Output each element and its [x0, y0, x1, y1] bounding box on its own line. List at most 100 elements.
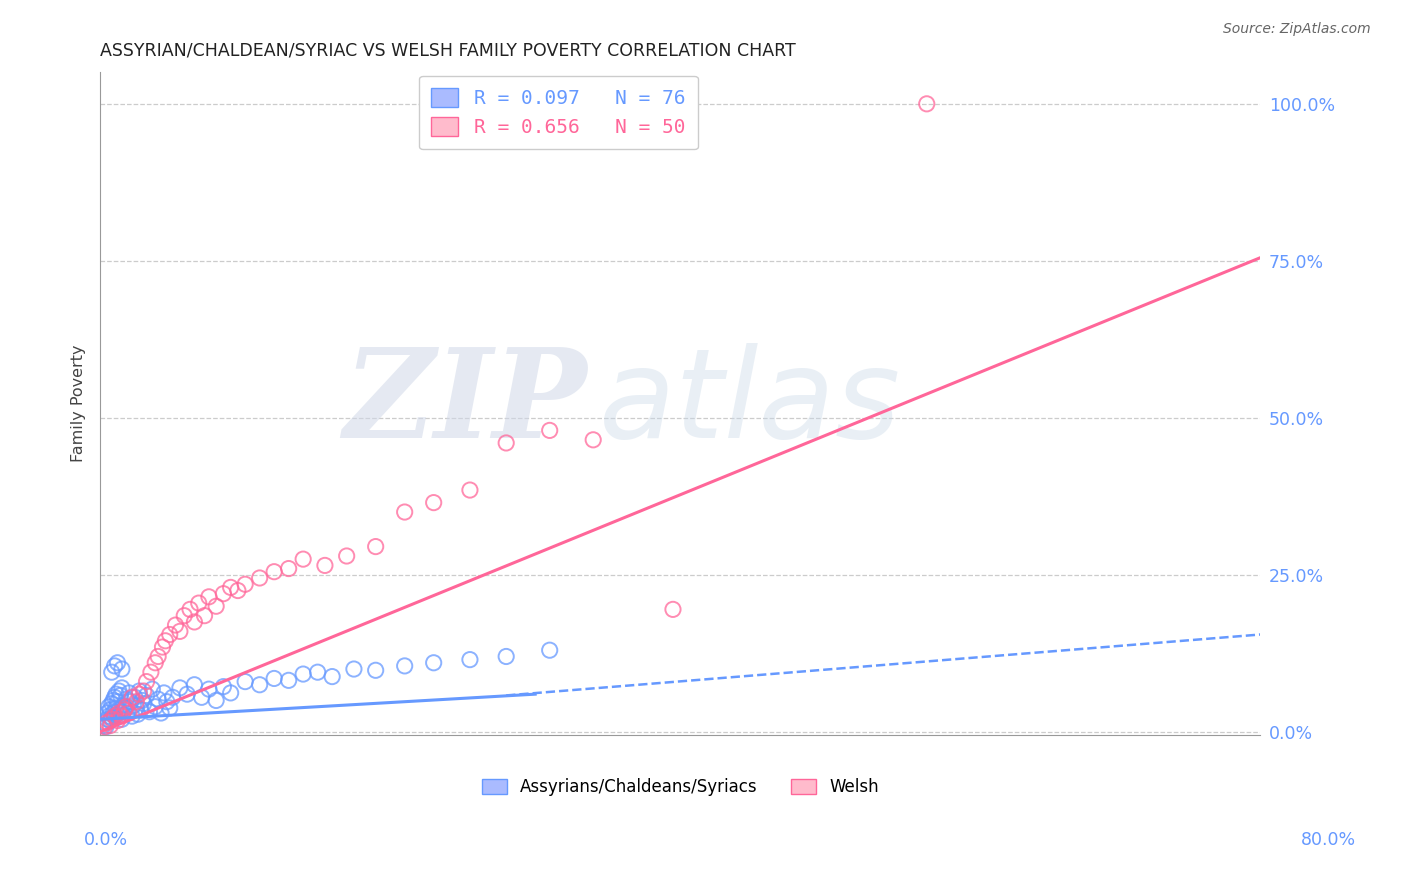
- Point: [122, 698, 145, 713]
- Point: [97, 709, 120, 723]
- Point: [101, 706, 124, 720]
- Point: [114, 701, 136, 715]
- Point: [915, 96, 938, 111]
- Point: [152, 640, 174, 654]
- Point: [101, 693, 124, 707]
- Y-axis label: Family Poverty: Family Poverty: [72, 345, 86, 462]
- Point: [105, 701, 128, 715]
- Point: [212, 680, 235, 694]
- Point: [155, 633, 177, 648]
- Point: [226, 583, 249, 598]
- Point: [292, 667, 315, 681]
- Point: [495, 649, 517, 664]
- Text: 80.0%: 80.0%: [1301, 831, 1357, 849]
- Point: [321, 669, 343, 683]
- Point: [277, 561, 299, 575]
- Point: [169, 681, 191, 695]
- Point: [135, 674, 157, 689]
- Point: [108, 706, 131, 720]
- Point: [495, 436, 517, 450]
- Point: [96, 706, 118, 720]
- Point: [263, 672, 285, 686]
- Point: [127, 707, 149, 722]
- Point: [125, 695, 148, 709]
- Point: [121, 690, 143, 705]
- Point: [292, 552, 315, 566]
- Point: [198, 682, 221, 697]
- Point: [108, 703, 131, 717]
- Point: [98, 714, 121, 728]
- Point: [107, 707, 129, 722]
- Point: [135, 689, 157, 703]
- Point: [111, 712, 134, 726]
- Point: [249, 571, 271, 585]
- Point: [173, 608, 195, 623]
- Point: [120, 695, 142, 709]
- Point: [364, 540, 387, 554]
- Point: [176, 687, 198, 701]
- Point: [110, 689, 132, 703]
- Point: [104, 659, 127, 673]
- Point: [96, 712, 118, 726]
- Point: [394, 659, 416, 673]
- Point: [139, 665, 162, 680]
- Point: [128, 684, 150, 698]
- Point: [121, 709, 143, 723]
- Point: [94, 720, 117, 734]
- Point: [100, 712, 122, 726]
- Point: [538, 643, 561, 657]
- Point: [183, 615, 205, 629]
- Point: [131, 693, 153, 707]
- Point: [205, 693, 228, 707]
- Text: ZIP: ZIP: [343, 343, 588, 465]
- Point: [107, 656, 129, 670]
- Point: [150, 706, 173, 720]
- Point: [138, 705, 160, 719]
- Point: [143, 656, 166, 670]
- Point: [422, 495, 444, 509]
- Point: [212, 587, 235, 601]
- Point: [307, 665, 329, 680]
- Point: [118, 686, 141, 700]
- Point: [159, 627, 181, 641]
- Point: [538, 424, 561, 438]
- Point: [153, 686, 176, 700]
- Point: [93, 720, 115, 734]
- Point: [336, 549, 359, 563]
- Point: [233, 577, 256, 591]
- Point: [91, 718, 114, 732]
- Point: [143, 699, 166, 714]
- Point: [108, 684, 131, 698]
- Point: [115, 699, 138, 714]
- Point: [110, 705, 132, 719]
- Point: [132, 684, 155, 698]
- Text: ASSYRIAN/CHALDEAN/SYRIAC VS WELSH FAMILY POVERTY CORRELATION CHART: ASSYRIAN/CHALDEAN/SYRIAC VS WELSH FAMILY…: [100, 42, 796, 60]
- Point: [662, 602, 685, 616]
- Point: [97, 699, 120, 714]
- Point: [141, 682, 163, 697]
- Point: [105, 687, 128, 701]
- Point: [117, 706, 139, 720]
- Point: [277, 673, 299, 688]
- Point: [179, 602, 201, 616]
- Point: [219, 581, 242, 595]
- Point: [193, 608, 215, 623]
- Point: [129, 703, 152, 717]
- Point: [394, 505, 416, 519]
- Point: [314, 558, 336, 573]
- Point: [93, 715, 115, 730]
- Point: [187, 596, 209, 610]
- Point: [124, 690, 146, 705]
- Point: [364, 663, 387, 677]
- Point: [104, 709, 127, 723]
- Point: [125, 701, 148, 715]
- Point: [118, 706, 141, 720]
- Point: [233, 674, 256, 689]
- Point: [159, 701, 181, 715]
- Point: [128, 687, 150, 701]
- Point: [458, 483, 481, 497]
- Point: [156, 695, 179, 709]
- Point: [458, 652, 481, 666]
- Point: [249, 678, 271, 692]
- Text: atlas: atlas: [599, 343, 901, 464]
